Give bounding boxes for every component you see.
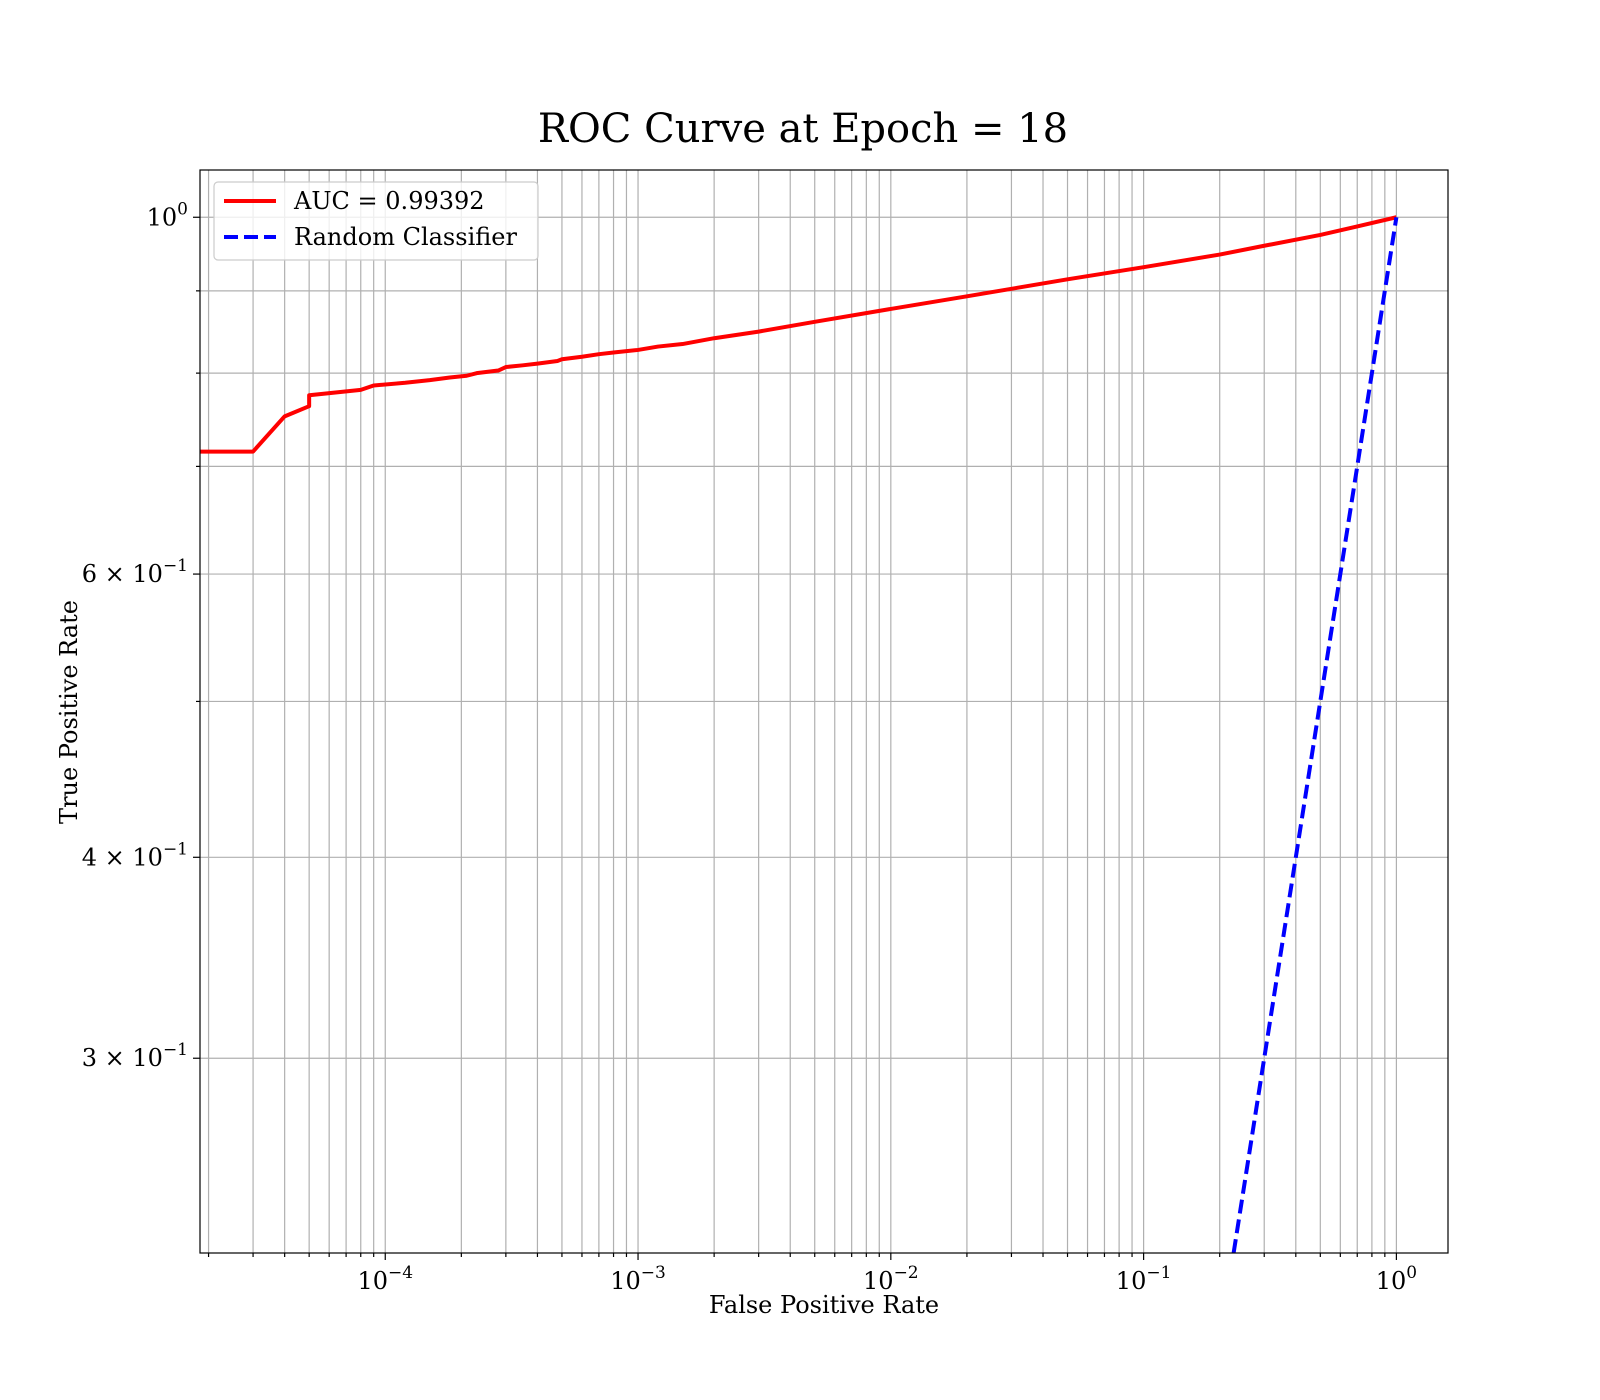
x-axis-label: False Positive Rate [709, 1291, 939, 1319]
legend-label-auc: AUC = 0.99392 [293, 187, 485, 215]
x-tick-label: 10−2 [863, 1263, 919, 1295]
x-tick-label: 10−3 [610, 1263, 666, 1295]
random-classifier-line [1231, 216, 1399, 1253]
legend: AUC = 0.99392 Random Classifier [213, 181, 539, 261]
x-tick-label: 10−1 [1116, 1263, 1172, 1295]
roc-curve-line [200, 215, 1397, 454]
x-tick-label: 100 [1376, 1263, 1417, 1295]
grid-lines [200, 170, 1448, 1253]
chart-title: ROC Curve at Epoch = 18 [538, 106, 1068, 152]
axis-ticks: 10−4 10−3 10−2 10−1 100 100 6 × 10−1 4 × 10−1 3 … [82, 199, 1417, 1295]
legend-frame [213, 181, 539, 261]
plot-frame [199, 169, 1449, 1254]
y-axis-label: True Positive Rate [55, 600, 83, 824]
y-tick-label: 100 [147, 199, 188, 231]
legend-label-random: Random Classifier [294, 223, 517, 251]
y-tick-label: 4 × 10−1 [82, 839, 188, 871]
y-tick-label: 6 × 10−1 [82, 556, 188, 588]
x-tick-label: 10−4 [357, 1263, 413, 1295]
y-tick-label: 3 × 10−1 [82, 1040, 188, 1072]
